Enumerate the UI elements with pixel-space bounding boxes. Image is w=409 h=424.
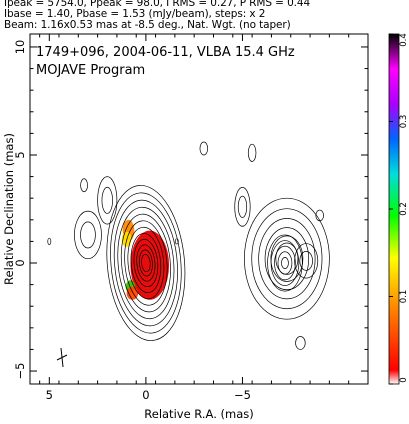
header-line-1: Ipeak = 5754.0, Ppeak = 98.0, I RMS = 0.… <box>4 0 311 9</box>
colorbar-tick-label: 0 <box>399 377 409 382</box>
small-contour <box>74 210 102 260</box>
y-axis-label: Relative Declination (mas) <box>2 133 16 285</box>
small-contour <box>299 250 313 271</box>
colorbar-tick-label: 0.2 <box>399 202 409 216</box>
small-contour <box>47 237 52 245</box>
small-contour <box>247 143 257 162</box>
beam-marker <box>56 347 68 368</box>
component-contour <box>275 242 299 275</box>
component-inner-contour <box>281 257 289 269</box>
y-tick-label: 5 <box>13 151 27 158</box>
small-contour <box>97 176 118 225</box>
colorbar-tick-label: 0.1 <box>399 290 409 304</box>
core-contour <box>138 249 153 277</box>
core-contour <box>106 185 186 341</box>
component-inner-contour <box>267 234 303 292</box>
component-contour <box>244 197 330 320</box>
small-contour <box>295 336 306 350</box>
small-contour <box>199 141 209 156</box>
small-contour <box>80 178 88 193</box>
x-tick-label: −5 <box>234 388 251 402</box>
core-contour <box>130 233 162 293</box>
y-tick-label: 0 <box>13 259 27 266</box>
small-contour <box>80 221 96 249</box>
component-contour <box>264 227 310 291</box>
y-tick-label: 10 <box>13 40 27 55</box>
core-contour <box>141 254 151 273</box>
component-contour <box>270 235 304 282</box>
header-line-3: Beam: 1.16x0.53 mas at -8.5 deg., Nat. W… <box>4 19 291 31</box>
core-contour <box>110 192 182 334</box>
colorbar-tick-label: 0.3 <box>399 115 409 129</box>
x-tick-label: 0 <box>142 388 149 402</box>
chart-title: 1749+096, 2004-06-11, VLBA 15.4 GHz <box>36 45 295 60</box>
small-contour <box>234 187 251 227</box>
x-tick-label: 5 <box>46 388 53 402</box>
small-contour <box>101 186 113 214</box>
component-inner-contour <box>270 240 300 286</box>
small-contour <box>294 243 319 279</box>
core-contour <box>120 213 171 313</box>
core-contour <box>136 244 156 282</box>
x-axis-label: Relative R.A. (mas) <box>144 407 253 421</box>
component-contour <box>258 218 316 300</box>
component-inner-contour <box>274 245 296 281</box>
small-contour <box>237 195 248 218</box>
component-contour <box>251 208 323 310</box>
core-contour <box>127 226 165 300</box>
header-line-2: Ibase = 1.40, Pbase = 1.53 (mJy/beam), s… <box>4 8 266 20</box>
core-contour <box>133 238 159 288</box>
core-contour <box>124 220 168 306</box>
small-contour <box>174 238 179 245</box>
component-inner-contour <box>277 251 293 275</box>
y-tick-label: −5 <box>13 363 27 380</box>
plot-frame <box>29 33 369 385</box>
core-contour <box>117 206 175 320</box>
chart-subtitle: MOJAVE Program <box>36 63 145 78</box>
core-contour <box>113 199 178 327</box>
colorbar-tick-label: 0.4 <box>399 33 409 47</box>
small-contour <box>315 209 324 222</box>
